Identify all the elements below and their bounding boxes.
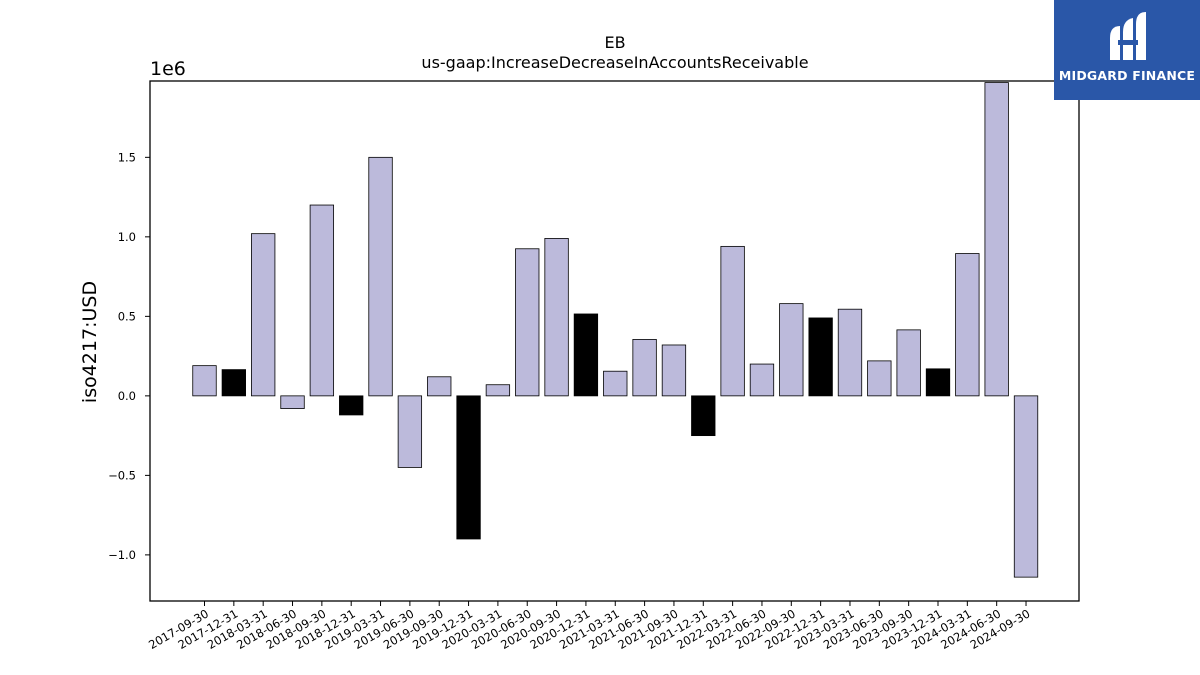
logo-mark-icon [1110,12,1146,60]
bar-2020-09-30 [544,238,569,397]
offset-label: 1e6 [150,58,186,80]
bar-2019-09-30 [427,376,452,397]
bar-2021-12-31 [691,395,716,437]
x-ticks-group: 2017-09-302017-12-312018-03-312018-06-30… [146,601,1033,652]
bar-2018-09-30 [309,204,335,397]
y-tick-label: 0.5 [118,309,136,323]
bar-2017-09-30 [192,365,217,397]
plot-frame [149,80,1080,602]
chart-title: EB [604,33,625,52]
y-tick-label: −0.5 [108,468,136,482]
bar-2021-09-30 [661,344,687,397]
bar-2024-09-30 [1013,395,1039,578]
bar-2019-06-30 [397,395,423,468]
y-tick-label: 1.5 [118,150,136,164]
bar-2019-12-31 [456,395,481,540]
bar-2021-06-30 [632,339,657,397]
midgard-finance-logo: MIDGARD FINANCE [1054,0,1200,100]
bar-2019-03-31 [368,156,393,397]
bar-2023-09-30 [896,329,921,397]
bar-2023-06-30 [867,360,892,397]
bar-2020-06-30 [515,248,540,397]
bars-group [192,82,1039,578]
bar-2022-03-31 [720,245,745,397]
bar-2023-03-31 [837,308,863,397]
bar-2022-06-30 [749,363,775,397]
bar-2018-03-31 [251,233,276,397]
bar-2024-06-30 [984,82,1009,397]
y-tick-label: 1.0 [118,230,136,244]
bar-2022-09-30 [779,303,804,397]
bar-2024-03-31 [955,253,980,397]
bar-2018-06-30 [280,395,305,409]
bar-2020-12-31 [573,313,599,397]
y-ticks-group: −1.0 −0.5 0.0 0.5 1.0 1.5 [108,150,150,562]
bar-2018-12-31 [339,395,364,416]
bar-2023-12-31 [925,368,951,397]
y-tick-label: 0.0 [118,389,136,403]
bar-2020-03-31 [485,384,511,397]
chart-subtitle: us-gaap:IncreaseDecreaseInAccountsReceiv… [421,53,808,72]
logo-text: MIDGARD FINANCE [1058,68,1196,83]
y-tick-label: −1.0 [108,548,136,562]
bar-2017-12-31 [221,369,246,397]
bar-2022-12-31 [808,317,833,397]
y-axis-label: iso4217:USD [79,281,101,403]
bar-2021-03-31 [603,370,628,397]
